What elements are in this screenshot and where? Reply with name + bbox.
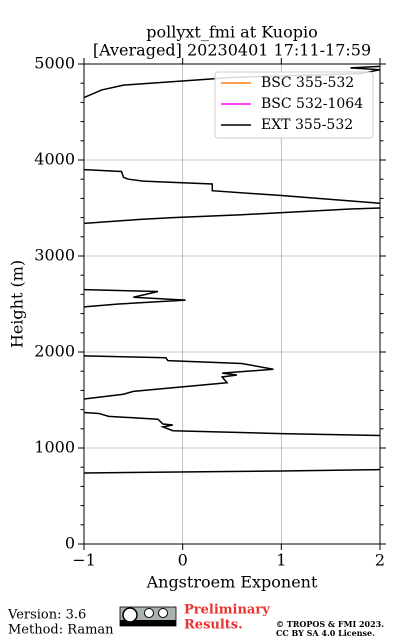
y-axis-label: Height (m) bbox=[8, 260, 27, 348]
legend-label: BSC 532-1064 bbox=[261, 96, 363, 112]
legend-label: EXT 355-532 bbox=[261, 117, 353, 133]
y-tick-label: 0 bbox=[65, 534, 75, 553]
x-tick-label: 2 bbox=[375, 551, 385, 570]
x-tick-label: 0 bbox=[178, 551, 188, 570]
cc-logo bbox=[119, 606, 177, 627]
chart-title: pollyxt_fmi at Kuopio bbox=[146, 23, 317, 42]
method: Method: Raman bbox=[8, 623, 114, 638]
x-tick-label: 1 bbox=[276, 551, 286, 570]
y-tick-label: 3000 bbox=[34, 246, 75, 265]
y-tick-label: 1000 bbox=[34, 438, 75, 457]
preliminary: Preliminary bbox=[184, 603, 270, 618]
x-axis-label: Angstroem Exponent bbox=[146, 573, 318, 592]
plot-frame bbox=[83, 63, 381, 545]
y-tick-label: 2000 bbox=[34, 342, 75, 361]
version: Version: 3.6 bbox=[7, 608, 86, 623]
copyright: © TROPOS & FMI 2023. bbox=[276, 619, 384, 629]
preliminary: Results. bbox=[184, 618, 243, 633]
copyright: CC BY SA 4.0 License. bbox=[276, 628, 375, 638]
chart-subtitle: [Averaged] 20230401 17:11-17:59 bbox=[93, 41, 371, 60]
legend-box bbox=[214, 71, 374, 139]
legend: BSC 355-532 BSC 532-1064 EXT 355-532 bbox=[214, 71, 374, 139]
x-tick-label: −1 bbox=[72, 551, 96, 570]
y-tick-label: 5000 bbox=[34, 54, 75, 73]
y-tick-label: 4000 bbox=[34, 150, 75, 169]
legend-label: BSC 355-532 bbox=[261, 75, 354, 91]
